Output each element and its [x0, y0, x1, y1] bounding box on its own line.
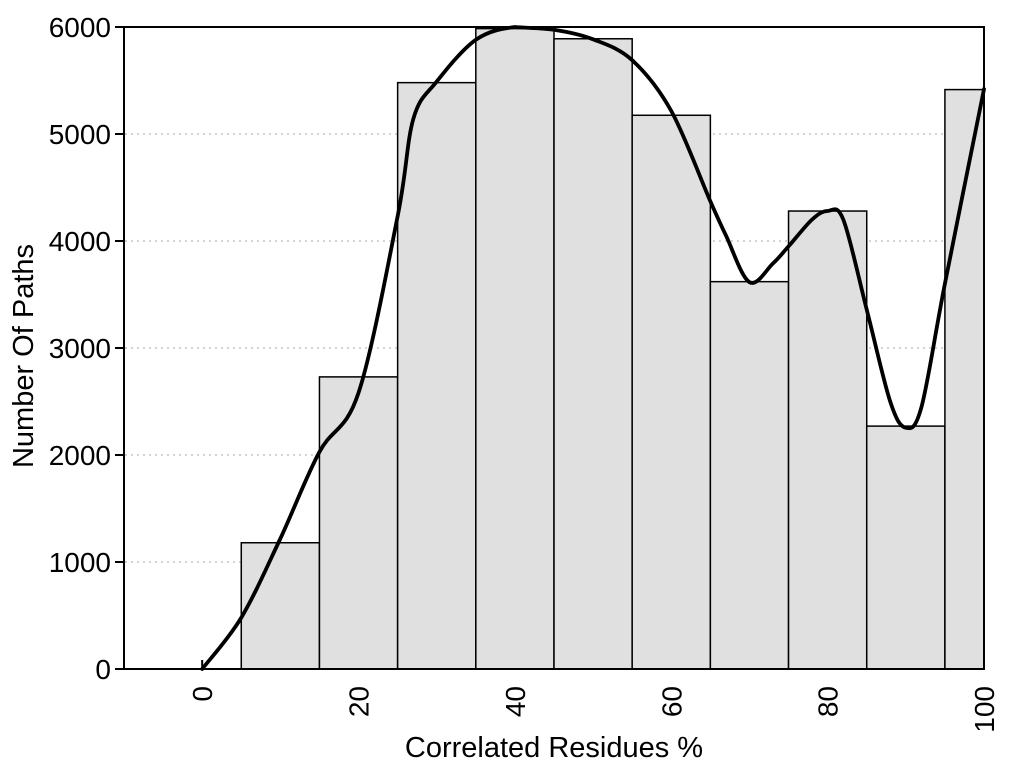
x-tick-label: 80: [813, 686, 844, 717]
histogram-bars: [240, 27, 985, 670]
histogram-bar: [709, 280, 790, 670]
histogram-bar: [865, 425, 946, 670]
x-tick-label: 60: [656, 686, 687, 717]
y-tick-label: 2000: [49, 440, 111, 471]
y-tick-label: 6000: [49, 12, 111, 43]
histogram-bar: [787, 210, 868, 670]
histogram-bar: [631, 114, 712, 670]
plot-border: [123, 26, 985, 670]
x-tick-label: 40: [500, 686, 531, 717]
x-tick-label: 20: [344, 686, 375, 717]
tick-labels: 0 1000 2000 3000 4000 5000 6000 0 20 40 60 80 100: [49, 12, 1000, 733]
histogram-bar: [553, 38, 633, 670]
x-axis-title: Correlated Residues %: [405, 732, 703, 764]
histogram-bar: [240, 541, 321, 670]
y-tick-label: 0: [95, 654, 111, 685]
histogram-bar: [318, 376, 399, 670]
histogram-bar: [475, 27, 555, 670]
x-tick-label: 100: [969, 686, 1000, 733]
density-curve: [200, 25, 986, 671]
y-tick-label: 3000: [49, 333, 111, 364]
density-curve-path: [200, 25, 986, 671]
y-tick-marks: [115, 26, 123, 670]
histogram-bar: [396, 81, 477, 670]
y-tick-label: 5000: [49, 119, 111, 150]
x-tick-label: 0: [187, 686, 218, 702]
plot-frame: [123, 26, 985, 670]
y-tick-label: 1000: [49, 547, 111, 578]
y-axis-title: Number Of Paths: [8, 244, 40, 468]
y-tick-label: 4000: [49, 226, 111, 257]
